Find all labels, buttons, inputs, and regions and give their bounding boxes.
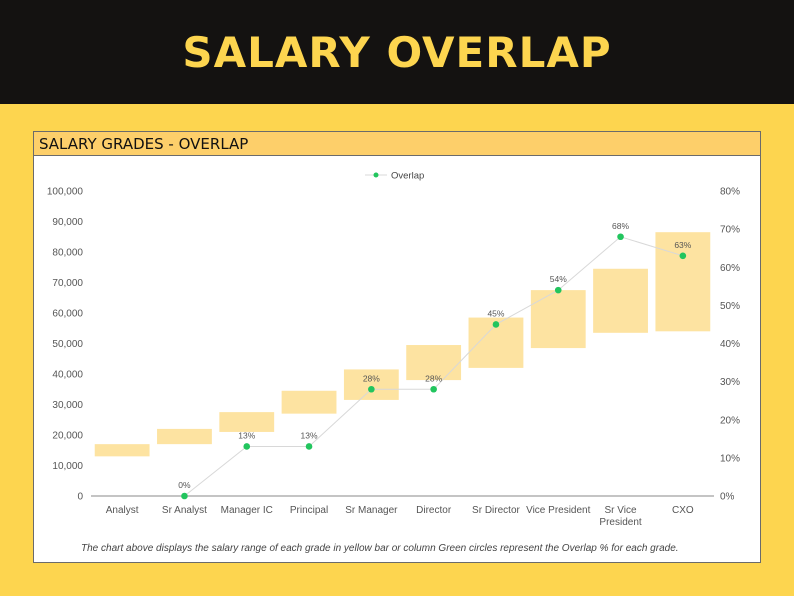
salary-range-bar xyxy=(343,369,399,400)
salary-range-bar xyxy=(219,412,275,432)
banner-title: SALARY OVERLAP xyxy=(182,27,612,77)
overlap-data-label: 63% xyxy=(674,240,691,250)
salary-range-bar xyxy=(406,345,462,381)
salary-range-bar xyxy=(655,232,711,332)
salary-range-bar xyxy=(157,428,212,445)
y-left-tick-label: 60,000 xyxy=(52,309,83,320)
x-tick-label: Vice President xyxy=(526,505,591,516)
panel-title: SALARY GRADES - OVERLAP xyxy=(39,135,249,153)
y-left-tick-label: 70,000 xyxy=(52,278,83,289)
overlap-marker xyxy=(554,286,562,294)
y-left-tick-label: 40,000 xyxy=(52,370,83,381)
overlap-data-label: 0% xyxy=(178,480,191,490)
chart-footnote: The chart above displays the salary rang… xyxy=(81,543,679,554)
overlap-chart: 0 10,000 20,000 30,000 40,000 50,000 60,000 70,… xyxy=(47,171,740,529)
x-tick-label: CXO xyxy=(672,505,694,516)
y-right-tick-label: 60% xyxy=(720,263,740,274)
x-tick-label: President xyxy=(599,517,641,528)
overlap-data-label: 45% xyxy=(487,308,504,318)
chart-panel: SALARY GRADES - OVERLAP 0 10,000 20,000 30,… xyxy=(33,131,761,563)
y-right-tick-label: 80% xyxy=(720,187,740,198)
x-tick-label: Director xyxy=(416,505,452,516)
y-right-tick-label: 40% xyxy=(720,339,740,350)
y-right-tick-label: 0% xyxy=(720,492,735,503)
y-right-tick-label: 50% xyxy=(720,301,740,312)
legend-label: Overlap xyxy=(391,171,424,182)
title-banner: SALARY OVERLAP xyxy=(0,0,794,104)
x-tick-label: Analyst xyxy=(106,505,139,516)
y-left-tick-label: 80,000 xyxy=(52,248,83,259)
x-tick-label: Manager IC xyxy=(221,505,273,516)
x-tick-label: Sr Vice xyxy=(605,505,637,516)
overlap-marker xyxy=(492,321,500,328)
panel-header: SALARY GRADES - OVERLAP xyxy=(34,132,760,156)
overlap-marker xyxy=(679,252,687,260)
overlap-marker xyxy=(430,385,437,393)
y-right-tick-label: 30% xyxy=(720,377,740,388)
overlap-marker xyxy=(181,492,188,500)
y-left-tick-label: 10,000 xyxy=(52,461,83,472)
legend-marker xyxy=(373,172,379,178)
x-tick-label: Sr Manager xyxy=(345,505,398,516)
y-right-tick-label: 70% xyxy=(720,225,740,236)
y-left-tick-label: 0 xyxy=(77,492,83,503)
overlap-data-label: 13% xyxy=(301,430,318,440)
salary-range-bar xyxy=(530,290,586,349)
salary-range-bar xyxy=(281,390,337,414)
x-tick-label: Principal xyxy=(290,505,328,516)
y-right-tick-label: 20% xyxy=(720,415,740,426)
x-tick-label: Sr Analyst xyxy=(162,505,207,516)
overlap-data-label: 54% xyxy=(550,274,567,284)
overlap-marker xyxy=(617,233,624,241)
y-left-tick-label: 100,000 xyxy=(47,187,84,198)
y-left-tick-label: 20,000 xyxy=(52,431,83,442)
overlap-data-label: 68% xyxy=(612,221,629,231)
overlap-marker xyxy=(368,385,375,393)
y-left-tick-label: 90,000 xyxy=(52,217,83,228)
salary-range-bar xyxy=(94,444,150,457)
overlap-marker xyxy=(305,443,313,450)
overlap-data-label: 13% xyxy=(238,430,255,440)
overlap-data-label: 28% xyxy=(363,373,380,383)
overlap-marker xyxy=(243,443,251,450)
overlap-data-label: 28% xyxy=(425,373,442,383)
y-right-tick-label: 10% xyxy=(720,453,740,464)
x-tick-label: Sr Director xyxy=(472,505,520,516)
salary-range-bar xyxy=(593,268,648,333)
y-left-tick-label: 30,000 xyxy=(52,400,83,411)
y-left-tick-label: 50,000 xyxy=(52,339,83,350)
